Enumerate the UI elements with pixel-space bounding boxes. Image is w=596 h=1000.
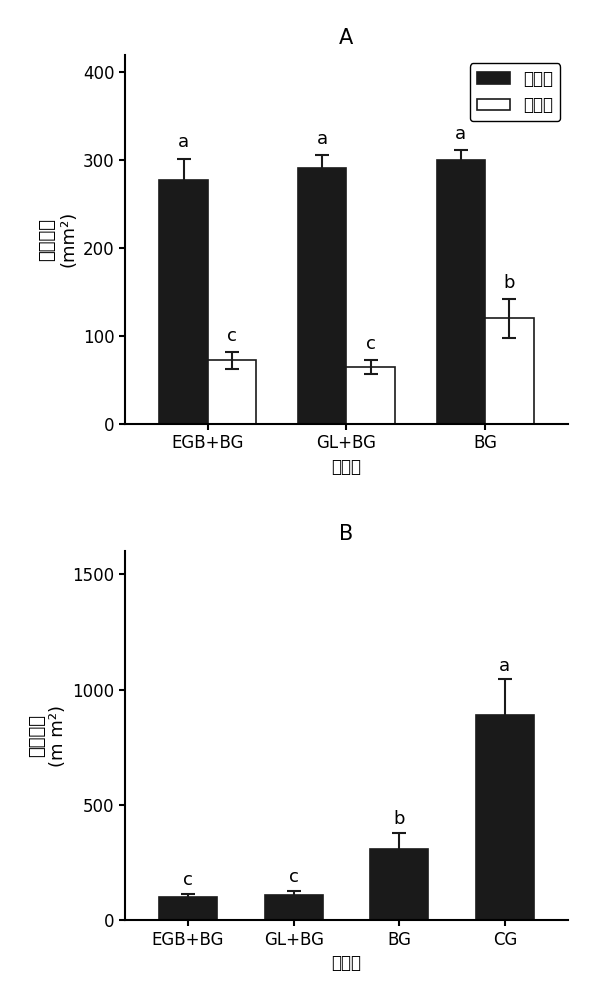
Bar: [159, 897, 217, 920]
Bar: [298, 168, 346, 424]
X-axis label: 组合物: 组合物: [331, 954, 361, 972]
Text: a: a: [455, 125, 466, 143]
Bar: [370, 849, 429, 920]
Bar: [265, 895, 322, 920]
Y-axis label: 取食面积
(m m²): 取食面积 (m m²): [28, 705, 67, 767]
Bar: [485, 318, 533, 424]
Bar: [159, 180, 208, 424]
Legend: 实验组, 对照组: 实验组, 对照组: [470, 63, 560, 121]
Bar: [476, 715, 534, 920]
Text: a: a: [499, 657, 510, 675]
Bar: [208, 360, 256, 424]
Text: b: b: [504, 274, 515, 292]
Title: B: B: [339, 524, 353, 544]
Title: A: A: [339, 28, 353, 48]
Text: c: c: [288, 868, 299, 886]
Y-axis label: 取食面积
(mm²): 取食面积 (mm²): [38, 211, 77, 267]
Text: b: b: [393, 810, 405, 828]
Bar: [346, 367, 395, 424]
Bar: [436, 160, 485, 424]
Text: c: c: [183, 871, 193, 889]
Text: a: a: [316, 130, 328, 148]
Text: a: a: [178, 133, 189, 151]
Text: c: c: [227, 327, 237, 345]
Text: c: c: [366, 335, 375, 353]
X-axis label: 组合物: 组合物: [331, 458, 361, 476]
